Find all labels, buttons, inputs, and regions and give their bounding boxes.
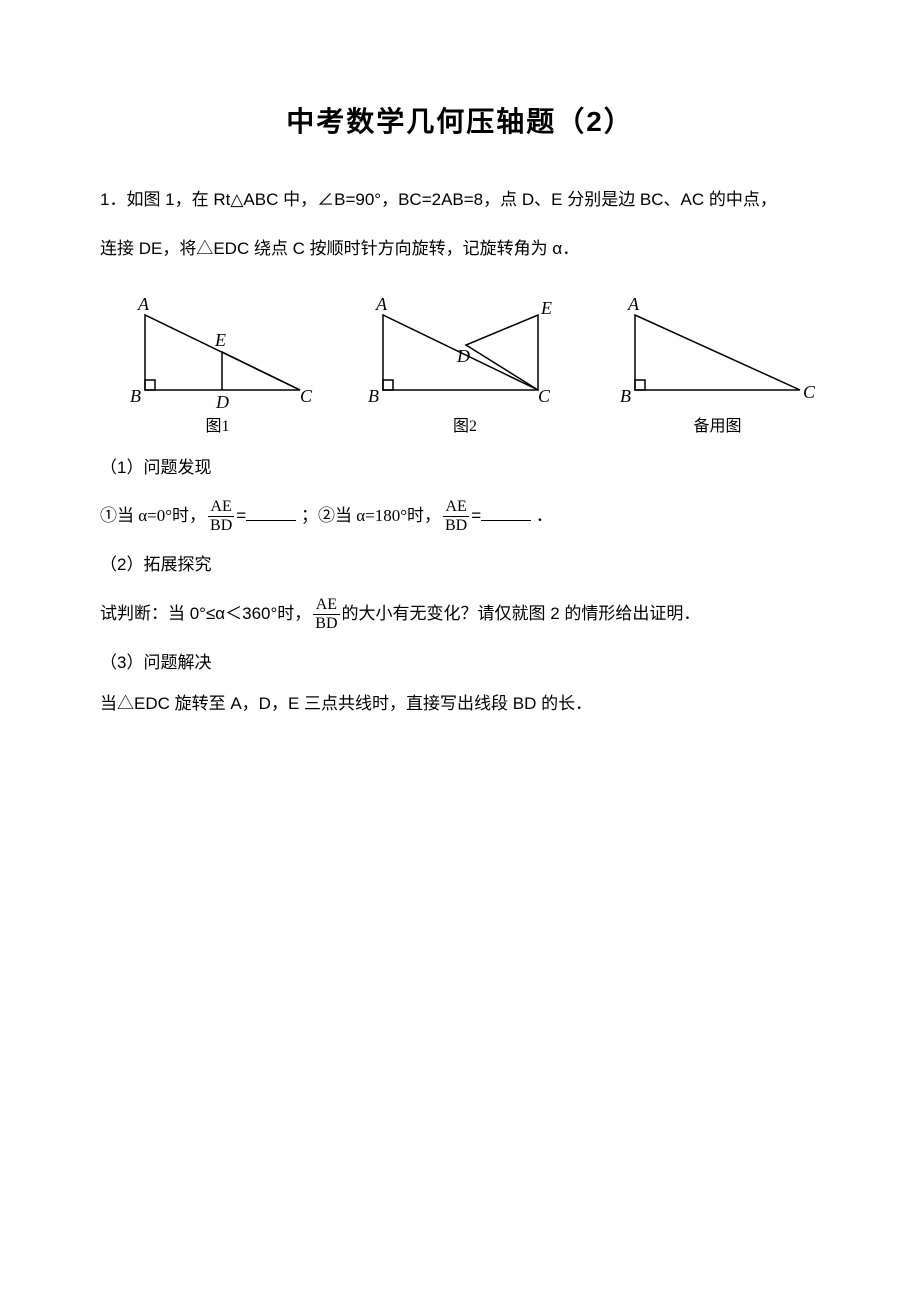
fig2-vertex-B: B [368,386,379,406]
figure-2-label: 图2 [453,412,477,436]
fig2-vertex-C: C [538,386,551,406]
part1-items: ①当 α=0°时，AEBD= ；②当 α=180°时，AEBD= ． [100,496,820,537]
fig1-vertex-A: A [137,294,150,314]
blank-2 [481,504,531,521]
frac1-num: AE [208,499,234,517]
eq1: = [236,506,246,525]
page-title: 中考数学几何压轴题（2） [100,100,820,140]
fraction-ae-bd-1: AEBD [208,499,234,534]
fraction-ae-bd-2: AEBD [443,499,469,534]
part3-heading: （3）问题解决 [100,643,820,684]
figure-2-svg: A B C D E [363,290,568,410]
part2-line: 试判断：当 0°≤α＜360°时，AEBD的大小有无变化？请仅就图 2 的情形给… [100,594,820,635]
part1-item1-pre: ①当 α=0°时， [100,506,206,525]
figures-row: A B C D E 图1 A B C D E 图2 [120,290,820,436]
figure-1-svg: A B C D E [120,290,315,410]
fig1-vertex-E: E [214,330,226,350]
fig2-vertex-A: A [375,294,388,314]
part2-pre: 试判断：当 0°≤α＜360°时， [100,604,311,623]
problem-intro-line1: 1．如图 1，在 Rt△ABC 中，∠B=90°，BC=2AB=8，点 D、E … [100,180,820,221]
problem-intro-line2: 连接 DE，将△EDC 绕点 C 按顺时针方向旋转，记旋转角为 α． [100,229,820,270]
fig2-vertex-E: E [540,298,552,318]
figure-3: A B C 备用图 [615,290,820,436]
part1-tail: ． [536,506,553,525]
fig3-vertex-B: B [620,386,631,406]
part2-post: 的大小有无变化？请仅就图 2 的情形给出证明． [342,604,701,623]
figure-1: A B C D E 图1 [120,290,315,436]
frac2-num: AE [443,499,469,517]
fig3-vertex-A: A [627,294,640,314]
fig1-vertex-C: C [300,386,313,406]
frac1-den: BD [208,517,234,534]
fraction-ae-bd-3: AEBD [313,597,339,632]
frac2-den: BD [443,517,469,534]
eq2: = [471,506,481,525]
frac3-num: AE [313,597,339,615]
part2-heading: （2）拓展探究 [100,545,820,586]
figure-3-svg: A B C [615,290,820,410]
part1-heading: （1）问题发现 [100,448,820,489]
part1-item2-pre: ；②当 α=180°时， [301,506,441,525]
fig3-vertex-C: C [803,382,816,402]
figure-2: A B C D E 图2 [363,290,568,436]
part3-line: 当△EDC 旋转至 A，D，E 三点共线时，直接写出线段 BD 的长． [100,684,820,725]
fig2-vertex-D: D [456,346,470,366]
fig1-vertex-D: D [215,392,229,410]
fig1-vertex-B: B [130,386,141,406]
blank-1 [246,504,296,521]
frac3-den: BD [313,615,339,632]
figure-1-label: 图1 [205,412,229,436]
figure-3-label: 备用图 [693,412,741,436]
